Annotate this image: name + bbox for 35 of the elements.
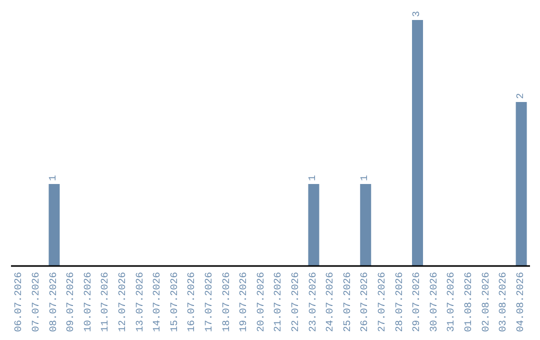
x-tick-label: 04.08.2026 (516, 272, 527, 332)
x-tick-label: 10.07.2026 (83, 272, 94, 332)
x-tick-label: 06.07.2026 (14, 272, 26, 332)
x-tick-label: 21.07.2026 (274, 272, 285, 332)
x-tick-label: 07.07.2026 (31, 272, 42, 332)
x-tick-label: 29.07.2026 (412, 272, 424, 332)
x-tick-label: 15.07.2026 (170, 272, 181, 332)
x-tick-label: 14.07.2026 (152, 272, 164, 332)
x-tick-label: 18.07.2026 (222, 272, 233, 332)
data-label: 1 (360, 174, 372, 181)
x-tick-label: 02.08.2026 (481, 272, 492, 332)
x-tick-label: 08.07.2026 (48, 272, 60, 332)
x-tick-label: 03.08.2026 (498, 272, 510, 332)
x-tick-label: 26.07.2026 (360, 272, 372, 332)
x-tick-label: 11.07.2026 (100, 272, 112, 332)
x-tick-label: 20.07.2026 (256, 272, 268, 332)
x-tick-label: 31.07.2026 (446, 272, 458, 332)
x-tick-label: 09.07.2026 (66, 272, 78, 332)
data-label: 1 (48, 174, 60, 181)
x-tick-label: 17.07.2026 (204, 272, 216, 332)
x-tick-label: 22.07.2026 (290, 272, 302, 332)
x-tick-label: 23.07.2026 (308, 272, 320, 332)
x-tick-label: 27.07.2026 (377, 272, 388, 332)
x-tick-label: 24.07.2026 (326, 272, 337, 332)
x-tick-label: 16.07.2026 (187, 272, 198, 332)
x-tick-label: 13.07.2026 (135, 272, 146, 332)
data-label: 3 (412, 10, 424, 17)
data-label: 1 (308, 174, 320, 181)
x-tick-label: 19.07.2026 (239, 272, 250, 332)
data-label: 2 (516, 92, 527, 99)
x-tick-label: 12.07.2026 (118, 272, 129, 332)
x-tick-label: 30.07.2026 (429, 272, 440, 332)
x-tick-label: 25.07.2026 (342, 272, 354, 332)
x-tick-label: 28.07.2026 (394, 272, 406, 332)
x-tick-label: 01.08.2026 (464, 272, 475, 332)
